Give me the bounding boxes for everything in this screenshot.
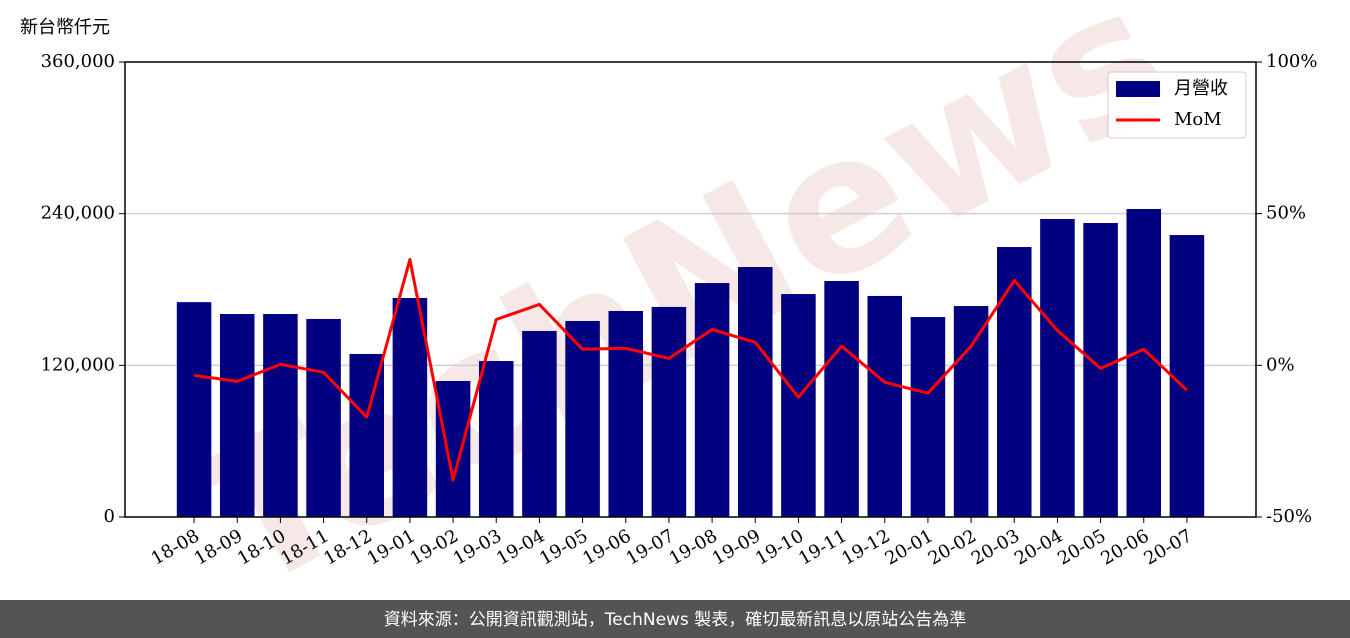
x-tick-label: 20-04 bbox=[1011, 525, 1066, 569]
bar bbox=[867, 295, 903, 517]
bar bbox=[522, 330, 557, 517]
bar bbox=[608, 310, 644, 517]
x-tick-label: 19-08 bbox=[666, 525, 721, 569]
footer: 資料來源：公開資訊觀測站，TechNews 製表，確切最新訊息以原站公告為準 bbox=[384, 610, 966, 630]
y-tick-label: 0 bbox=[104, 506, 115, 527]
x-tick-label: 19-10 bbox=[752, 525, 807, 569]
x-tick-label: 19-09 bbox=[709, 525, 764, 569]
x-tick-label: 19-07 bbox=[622, 525, 677, 569]
x-tick-label: 18-08 bbox=[148, 525, 203, 569]
bar bbox=[1040, 218, 1075, 517]
footer-bar bbox=[0, 600, 1350, 638]
y2-tick-label: 50% bbox=[1266, 203, 1306, 224]
bar bbox=[219, 314, 255, 517]
bar bbox=[953, 306, 989, 517]
bar bbox=[737, 267, 773, 517]
bar bbox=[694, 283, 730, 517]
legend-label: 月營收 bbox=[1174, 78, 1228, 99]
x-tick-label: 20-06 bbox=[1097, 525, 1152, 569]
bar bbox=[565, 320, 600, 517]
x-tick-label: 19-06 bbox=[579, 525, 634, 569]
x-tick-label: 20-01 bbox=[881, 525, 936, 569]
legend-swatch bbox=[1116, 81, 1160, 97]
y2-tick-label: 0% bbox=[1266, 354, 1295, 375]
bar bbox=[1169, 235, 1205, 518]
bar bbox=[478, 361, 514, 517]
bar bbox=[651, 306, 687, 517]
bar bbox=[349, 353, 385, 517]
bar bbox=[1126, 208, 1162, 517]
bar bbox=[435, 381, 471, 517]
x-tick-label: 19-11 bbox=[795, 525, 850, 569]
bar bbox=[996, 247, 1032, 518]
y-tick-label: 240,000 bbox=[41, 203, 115, 224]
x-tick-label: 19-05 bbox=[536, 525, 591, 569]
y2-tick-label: -50% bbox=[1266, 506, 1312, 527]
bar bbox=[176, 302, 212, 517]
x-tick-label: 20-02 bbox=[925, 525, 980, 569]
x-tick-label: 20-05 bbox=[1054, 525, 1109, 569]
bar bbox=[910, 317, 946, 517]
bar bbox=[263, 314, 298, 517]
x-tick-label: 20-07 bbox=[1140, 525, 1195, 569]
bar bbox=[392, 297, 428, 517]
legend: 月營收 MoM bbox=[1107, 71, 1247, 139]
bar bbox=[781, 294, 816, 517]
y2-tick-label: 100% bbox=[1266, 51, 1317, 72]
bar bbox=[824, 281, 859, 517]
x-tick-label: 19-04 bbox=[493, 525, 548, 569]
bar bbox=[306, 318, 341, 517]
line bbox=[193, 258, 1188, 482]
y-tick-label: 360,000 bbox=[41, 51, 115, 72]
plot-frame bbox=[124, 61, 1257, 518]
x-tick-label: 19-12 bbox=[838, 525, 893, 569]
bar bbox=[1083, 223, 1118, 517]
x-tick-label: 20-03 bbox=[968, 525, 1023, 569]
y-axis-label: 新台幣仟元 bbox=[20, 17, 110, 38]
legend-label: MoM bbox=[1174, 109, 1222, 130]
y-tick-label: 120,000 bbox=[41, 354, 115, 375]
